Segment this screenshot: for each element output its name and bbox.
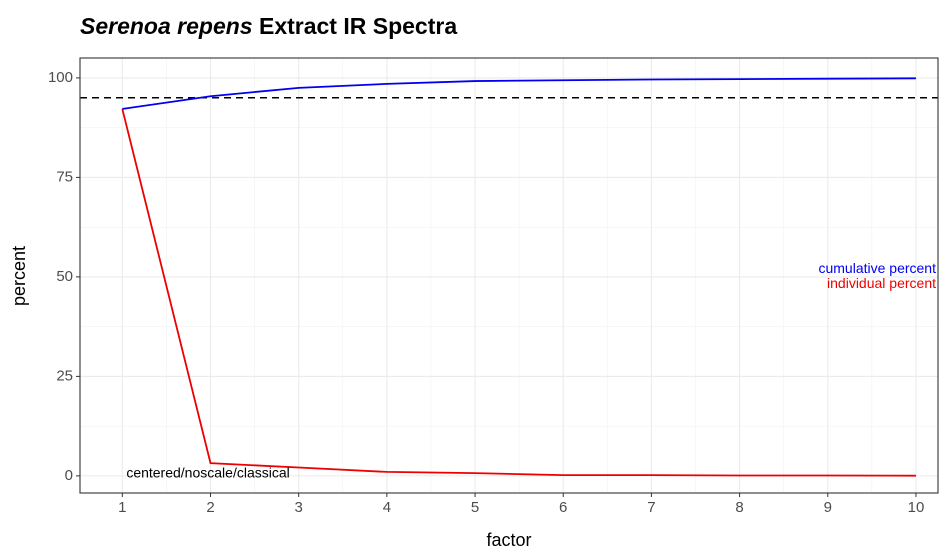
panel [80, 58, 938, 493]
x-tick-label: 7 [647, 499, 655, 516]
y-axis-title: percent [9, 246, 29, 306]
title-italic: Serenoa repens [80, 13, 253, 39]
x-tick-label: 5 [471, 499, 479, 516]
y-tick-label: 0 [65, 467, 73, 484]
annotation: centered/noscale/classical [126, 465, 289, 481]
y-tick-label: 25 [56, 367, 73, 384]
x-tick-label: 9 [824, 499, 832, 516]
panel-border [79, 57, 939, 494]
x-tick-label: 6 [559, 499, 567, 516]
y-tick-label: 100 [48, 69, 73, 86]
title-rest: Extract IR Spectra [259, 13, 457, 39]
legend-label: cumulative percent [818, 260, 936, 276]
x-tick-label: 2 [206, 499, 214, 516]
series-line [122, 77, 916, 110]
chart-title: Serenoa repens Extract IR Spectra [80, 13, 457, 39]
x-axis-title: factor [486, 530, 531, 550]
y-tick-label: 50 [56, 268, 73, 285]
x-tick-label: 4 [383, 499, 391, 516]
x-tick-label: 8 [735, 499, 743, 516]
y-tick-label: 75 [56, 168, 73, 185]
series-line [121, 108, 916, 477]
legend-label: individual percent [827, 275, 936, 291]
x-tick-label: 1 [118, 499, 126, 516]
x-tick-label: 3 [295, 499, 303, 516]
x-tick-label: 10 [908, 499, 925, 516]
